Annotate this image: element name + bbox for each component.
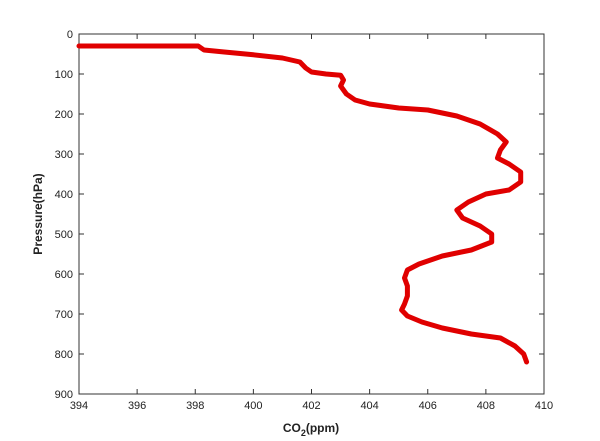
y-tick-label: 400 (55, 189, 73, 201)
x-tick-label: 404 (360, 400, 378, 412)
x-tick-label: 396 (128, 400, 146, 412)
y-tick-label: 500 (55, 229, 73, 241)
x-tick-label: 408 (477, 400, 495, 412)
x-axis-label: CO2(ppm) (283, 421, 339, 438)
x-tick-label: 398 (186, 400, 204, 412)
y-tick-label: 600 (55, 269, 73, 281)
y-tick-label: 800 (55, 349, 73, 361)
y-axis-label: Pressure(hPa) (31, 173, 45, 254)
y-tick-label: 200 (55, 109, 73, 121)
x-tick-label: 402 (302, 400, 320, 412)
plot-area (78, 33, 545, 395)
x-axis-ticks: 394 396 398 400 402 404 406 408 410 (70, 34, 553, 412)
x-tick-label: 410 (535, 400, 553, 412)
x-tick-label: 400 (244, 400, 262, 412)
y-tick-label: 700 (55, 309, 73, 321)
y-tick-label: 300 (55, 149, 73, 161)
y-axis-ticks: 0 100 200 300 400 500 600 700 800 900 (55, 29, 544, 401)
y-tick-label: 100 (55, 69, 73, 81)
y-tick-label: 900 (55, 389, 73, 401)
x-tick-label: 394 (70, 400, 88, 412)
co2-profile-line (76, 43, 530, 365)
y-tick-label: 0 (67, 29, 73, 41)
x-tick-label: 406 (419, 400, 437, 412)
